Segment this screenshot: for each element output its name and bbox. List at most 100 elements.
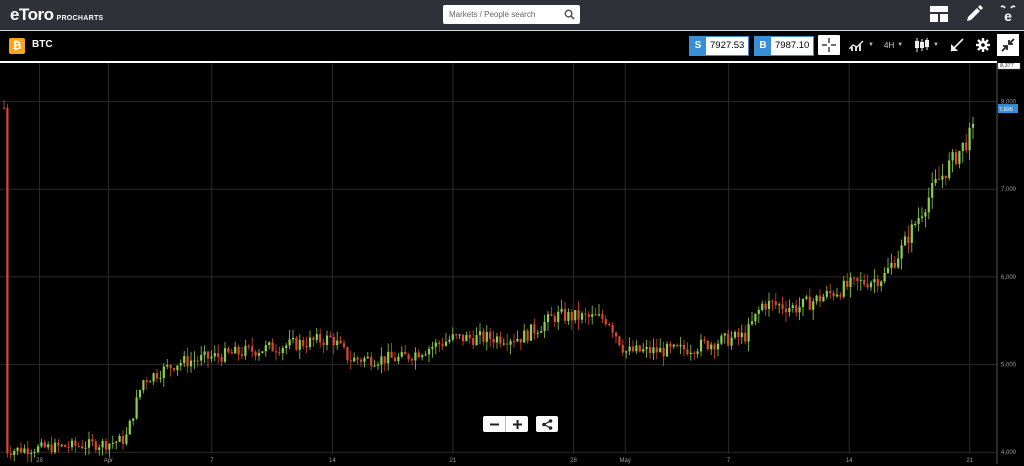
candle-down [172, 368, 176, 371]
candle-down [295, 337, 298, 350]
chart-top-border [0, 61, 997, 63]
candle-up [298, 340, 301, 350]
collapse-icon [1001, 38, 1015, 52]
candle-up [70, 440, 74, 448]
candle-up [363, 358, 366, 362]
candle-down [907, 236, 910, 243]
candle-up [625, 351, 628, 353]
candle-up [931, 183, 934, 198]
candle-down [818, 295, 822, 302]
search-icon[interactable] [564, 9, 575, 20]
candle-up [897, 258, 900, 268]
y-axis-label: 5,000 [1001, 363, 1017, 369]
candle-up [540, 331, 543, 333]
candle-up [948, 160, 951, 178]
candle-down [94, 441, 97, 450]
candle-down [237, 346, 240, 355]
candle-up [900, 245, 903, 259]
candle-down [764, 303, 767, 309]
candle-down [319, 334, 322, 343]
search-box[interactable] [443, 5, 580, 24]
candle-up [397, 356, 400, 362]
candle-up [591, 314, 594, 317]
candle-down [954, 152, 958, 164]
candle-up [710, 344, 713, 350]
instrument-name[interactable]: BTC [32, 39, 53, 50]
candle-down [305, 345, 308, 348]
candle-up [448, 339, 451, 342]
buy-price-button[interactable]: B 7987.10 [754, 36, 815, 56]
candle-up [696, 351, 699, 354]
candle-down [64, 444, 67, 447]
candle-up [880, 281, 883, 287]
candle-up [689, 352, 692, 354]
candle-down [550, 314, 553, 317]
x-axis-label: 28 [36, 458, 43, 464]
layout-icon[interactable] [930, 6, 948, 22]
settings-button[interactable] [976, 36, 990, 54]
candle-up [635, 345, 638, 352]
sell-price-button[interactable]: S 7927.53 [689, 36, 750, 56]
candle-down [169, 365, 172, 369]
candle-down [74, 440, 77, 446]
candle-down [441, 344, 444, 346]
drawing-tools-button[interactable] [950, 36, 964, 54]
candle-down [846, 280, 849, 287]
candle-up [132, 418, 135, 421]
sell-price: 7927.53 [706, 37, 749, 55]
candle-up [421, 355, 424, 358]
candle-down [686, 349, 689, 354]
candle-down [608, 324, 611, 326]
candle-down [346, 347, 349, 361]
candle-down [611, 325, 614, 333]
candle-down [155, 373, 159, 379]
chevron-down-icon: ▼ [897, 42, 904, 48]
candle-up [244, 345, 247, 356]
candle-down [553, 316, 556, 322]
candle-down [614, 332, 618, 337]
collapse-button[interactable] [997, 34, 1019, 56]
candle-up [546, 314, 550, 322]
candle-down [965, 142, 968, 151]
candle-down [829, 291, 832, 294]
candle-down [339, 340, 342, 344]
candle-up [149, 381, 152, 383]
crosshair-button[interactable] [818, 35, 840, 55]
zoom-out-button[interactable] [483, 416, 505, 432]
zoom-in-button[interactable] [505, 416, 528, 432]
candle-up [516, 338, 519, 342]
indicators-button[interactable]: ▼ [849, 36, 874, 54]
crosshair-icon [822, 38, 836, 52]
candle-up [733, 331, 737, 338]
candle-down [271, 342, 274, 352]
candle-up [118, 435, 121, 442]
candle-down [506, 343, 509, 345]
y-axis-label: 4,000 [1001, 450, 1017, 456]
candle-down [19, 447, 23, 453]
candle-down [499, 336, 502, 344]
zoom-controls [483, 416, 528, 432]
candle-up [213, 353, 216, 357]
candle-down [332, 336, 335, 346]
chart-type-button[interactable]: ▼ [914, 36, 939, 54]
candle-up [475, 335, 478, 345]
etoro-e-icon[interactable]: e [999, 5, 1017, 23]
share-button[interactable] [536, 416, 558, 432]
price-chart[interactable]: 4,000 5,000 6,000 7,000 8,000 28 Apr 7 14 21 28 May… [0, 63, 1024, 466]
candle-down [468, 334, 471, 339]
candle-up [740, 332, 743, 338]
x-axis-label: 14 [329, 458, 336, 464]
candle-down [839, 294, 842, 297]
candle-down [220, 356, 223, 362]
timeframe-select[interactable]: 4H ▼ [884, 36, 903, 54]
candle-down [512, 341, 516, 343]
candle-up [33, 452, 36, 454]
etoro-logo[interactable]: eToro PROCHARTS [10, 6, 104, 24]
candle-up [376, 364, 380, 366]
candle-up [791, 305, 794, 309]
candle-up [308, 337, 312, 348]
search-input[interactable] [449, 7, 559, 21]
candle-up [451, 334, 454, 340]
candle-down [407, 354, 410, 360]
pencil-icon[interactable] [965, 4, 983, 22]
